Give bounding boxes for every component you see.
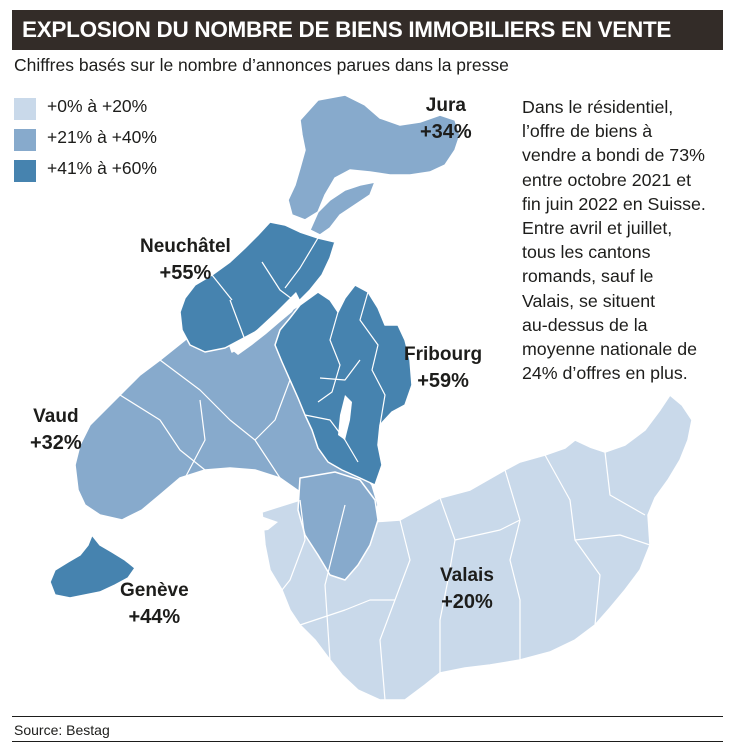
canton-vaud-jura-strip (309, 181, 376, 236)
canton-neuchatel (179, 221, 336, 353)
label-neuchatel-value: +55% (159, 262, 212, 284)
text-line: au-dessus de la (522, 314, 648, 335)
label-geneve-name: Genève (120, 580, 189, 601)
page-title: EXPLOSION DU NOMBRE DE BIENS IMMOBILIERS… (22, 17, 672, 42)
text-line: romands, sauf le (522, 266, 654, 287)
canton-geneve (49, 534, 136, 599)
label-vaud-name: Vaud (33, 406, 79, 427)
label-fribourg-name: Fribourg (404, 344, 483, 365)
text-line: Dans le résidentiel, (522, 97, 674, 117)
label-neuchatel-name: Neuchâtel (140, 236, 231, 257)
legend-swatch-low (14, 98, 36, 120)
label-valais: Valais +20% (440, 563, 494, 615)
canton-vaud-broye (297, 471, 379, 581)
label-geneve: Genève +44% (120, 578, 189, 630)
text-line: fin juin 2022 en Suisse. (522, 193, 706, 214)
text-line: l’offre de biens à (522, 121, 653, 142)
lake-gruyere (338, 395, 352, 440)
explanatory-text: Dans le résidentiel, l’offre de biens à … (522, 95, 722, 385)
title-bar: EXPLOSION DU NOMBRE DE BIENS IMMOBILIERS… (12, 10, 723, 50)
label-fribourg: Fribourg +59% (404, 342, 482, 394)
district-borders (119, 237, 651, 701)
canton-fribourg (274, 284, 413, 486)
legend-swatch-high (14, 160, 36, 182)
label-valais-name: Valais (440, 565, 494, 586)
text-line: Entre avril et juillet, (522, 218, 673, 239)
lake-neuchatel (232, 292, 300, 355)
legend-label-mid: +21% à +40% (47, 127, 157, 147)
footer-rule (12, 716, 723, 717)
text-line: vendre a bondi de 73% (522, 145, 705, 166)
label-vaud: Vaud +32% (30, 404, 82, 456)
source-note: Source: Bestag (14, 722, 110, 738)
text-line: Valais, se situent (522, 290, 656, 311)
subtitle: Chiffres basés sur le nombre d’annonces … (14, 55, 509, 75)
label-jura: Jura +34% (420, 93, 472, 145)
label-jura-name: Jura (425, 95, 466, 116)
legend-swatch-mid (14, 129, 36, 151)
label-fribourg-value: +59% (417, 370, 469, 392)
canton-valais (261, 394, 693, 701)
label-geneve-value: +44% (128, 606, 181, 628)
text-line: moyenne nationale de (522, 339, 697, 360)
legend-label-high: +41% à +60% (47, 158, 157, 178)
label-neuchatel: Neuchâtel +55% (140, 234, 231, 286)
text-line: entre octobre 2021 et (522, 169, 692, 190)
text-line: tous les cantons (522, 242, 651, 263)
lake-leman (130, 515, 278, 562)
canton-jura (287, 94, 461, 221)
legend-label-low: +0% à +20% (47, 96, 148, 116)
label-vaud-value: +32% (30, 432, 82, 454)
label-valais-value: +20% (441, 591, 493, 613)
text-line: 24% d’offres en plus. (522, 363, 688, 384)
label-jura-value: +34% (420, 121, 472, 143)
bottom-rule (12, 741, 723, 742)
